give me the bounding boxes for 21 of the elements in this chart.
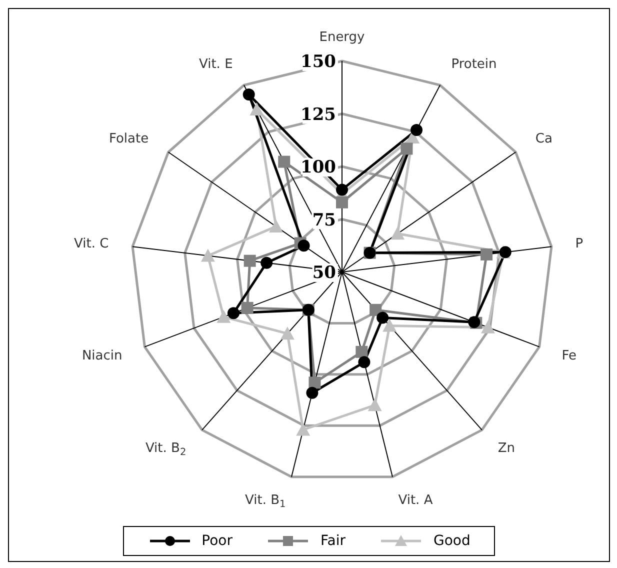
spoke-label: Vit. A <box>398 493 433 508</box>
spoke-label: P <box>575 236 584 252</box>
y-tick-label: 100 <box>300 158 336 178</box>
y-tick-label: 125 <box>300 104 336 125</box>
y-tick-label: 75 <box>312 210 336 230</box>
spoke-label: Zn <box>498 440 515 456</box>
legend-label: Poor <box>202 533 232 549</box>
legend-label: Fair <box>320 533 346 549</box>
spoke-label: Vit. E <box>198 56 233 72</box>
spoke-label: Vit. B$_{2}$ <box>145 440 186 458</box>
spoke-label: Energy <box>319 30 366 45</box>
spoke-label: Fe <box>562 348 576 364</box>
y-tick-label: 50 <box>312 263 336 283</box>
spoke-label: Ca <box>535 132 552 147</box>
spoke-label: Niacin <box>82 348 122 364</box>
spoke-label: Vit. C <box>74 236 109 252</box>
y-tick-label: 150 <box>300 52 336 72</box>
spoke-label: Folate <box>108 132 149 147</box>
spoke-label: Protein <box>451 56 497 72</box>
legend-label: Good <box>433 533 470 549</box>
spoke-label: Vit. B$_{1}$ <box>245 493 286 510</box>
